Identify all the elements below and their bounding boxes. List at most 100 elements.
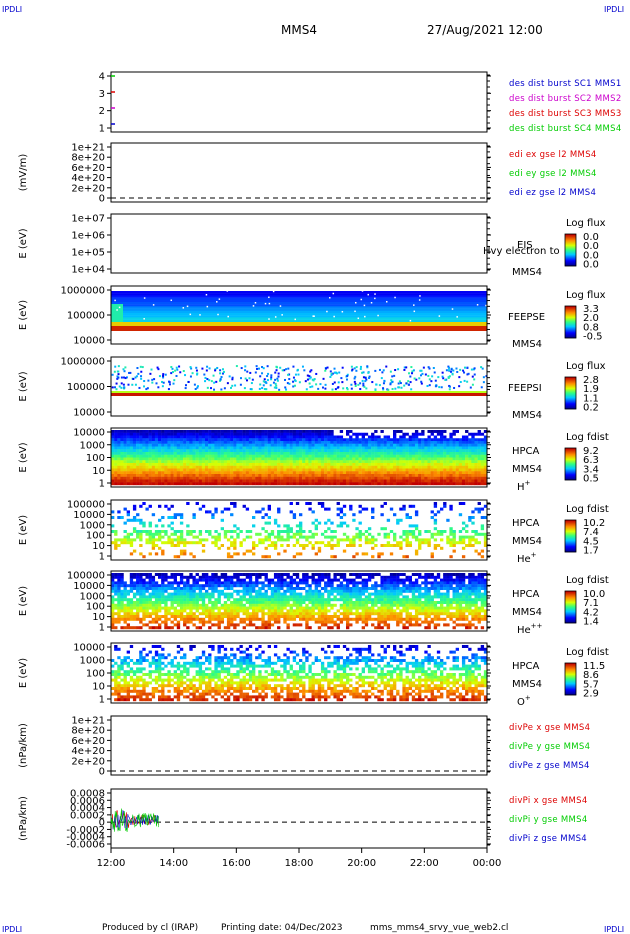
- spectrogram-pixel: [183, 592, 187, 596]
- spectrogram-gap: [363, 304, 366, 307]
- spectrogram-pixel: [273, 606, 278, 610]
- spectrogram-pixel: [161, 430, 165, 433]
- spectrogram-pixel: [314, 612, 318, 616]
- colorbar-segment: [565, 455, 576, 457]
- spectrogram-pixel: [463, 379, 466, 382]
- spectrogram-pixel: [458, 460, 463, 464]
- spectrogram-pixel: [418, 438, 422, 442]
- spectrogram-gap: [268, 318, 270, 320]
- spectrogram-pixel: [164, 460, 168, 464]
- spectrogram-pixel: [245, 589, 250, 593]
- spectrogram-pixel: [280, 575, 284, 579]
- spectrogram-pixel: [248, 463, 253, 466]
- spectrogram-pixel: [279, 366, 282, 369]
- spectrogram-pixel: [289, 575, 293, 579]
- panel-frame: [110, 142, 488, 203]
- spectrogram-pixel: [418, 463, 422, 466]
- spectrogram-pixel: [123, 474, 127, 477]
- spectrogram-pixel: [173, 474, 177, 477]
- spectrogram-pixel: [355, 452, 359, 455]
- spacecraft-label: MMS4: [512, 464, 542, 475]
- instrument-label: EIS: [517, 240, 533, 251]
- spectrogram-pixel: [317, 468, 322, 472]
- spectrogram-pixel: [339, 446, 344, 450]
- spectrogram-pixel: [117, 573, 121, 576]
- spectrogram-pixel: [367, 435, 372, 439]
- spectrogram-pixel: [374, 538, 378, 542]
- spectrogram-pixel: [377, 457, 381, 461]
- spectrogram-pixel: [117, 457, 121, 461]
- spectrogram-pixel: [201, 454, 206, 458]
- spectrogram-pixel: [117, 373, 120, 376]
- spectrogram-pixel: [143, 385, 146, 388]
- spectrogram-pixel: [252, 446, 256, 450]
- spectrogram-pixel: [433, 443, 438, 447]
- spectrogram-pixel: [280, 482, 284, 486]
- y-tick-label: 1e+06: [71, 231, 105, 242]
- spectrogram-pixel: [411, 432, 416, 436]
- spectrogram-pixel: [173, 595, 177, 599]
- spectrogram-pixel: [433, 438, 438, 442]
- spectrogram-pixel: [245, 443, 250, 447]
- spectrogram-pixel: [286, 532, 290, 536]
- spectrogram-pixel: [189, 476, 193, 480]
- spectrogram-pixel: [374, 446, 378, 450]
- spectrogram-pixel: [226, 465, 231, 469]
- spectrogram-pixel: [311, 592, 315, 596]
- spectrogram-pixel: [270, 612, 275, 616]
- spectrogram-pixel: [132, 615, 137, 618]
- spectrogram-pixel: [123, 435, 127, 439]
- spectrogram-pixel: [264, 513, 268, 517]
- spectrogram-pixel: [205, 465, 209, 469]
- spectrogram-pixel: [151, 603, 156, 607]
- spectrogram-gap: [360, 298, 363, 301]
- spectrogram-pixel: [233, 612, 237, 616]
- spectrogram-pixel: [116, 377, 119, 380]
- spectrogram-pixel: [276, 377, 279, 380]
- spectrogram-pixel: [355, 532, 359, 536]
- spectrogram-pixel: [289, 535, 293, 539]
- spectrogram-pixel: [408, 530, 412, 533]
- spectrogram-pixel: [242, 578, 246, 582]
- spectrogram-pixel: [308, 617, 312, 621]
- spectrogram-pixel: [377, 482, 381, 486]
- spectrogram-pixel: [314, 598, 318, 602]
- spectrogram-pixel: [129, 617, 134, 621]
- spectrogram-pixel: [255, 592, 259, 596]
- spectrogram-pixel: [308, 452, 312, 455]
- y-axis-label: E (eV): [18, 442, 29, 472]
- spectrogram-pixel: [273, 546, 278, 550]
- spectrogram-pixel: [313, 378, 316, 381]
- spectrogram-pixel: [289, 454, 293, 458]
- spectrogram-pixel: [389, 474, 394, 477]
- spectrogram-pixel: [161, 457, 165, 461]
- spectrogram-pixel: [277, 460, 281, 464]
- spectrogram-pixel: [449, 544, 453, 547]
- spectrogram-pixel: [233, 606, 237, 610]
- spectrogram-pixel: [458, 468, 463, 472]
- spectrogram-pixel: [383, 443, 387, 447]
- spectrogram-pixel: [443, 457, 447, 461]
- spectrogram-pixel: [446, 518, 450, 522]
- spectrogram-pixel: [183, 471, 187, 475]
- spectrogram-pixel: [411, 372, 414, 375]
- spectrogram-pixel: [173, 612, 177, 616]
- spectrogram-pixel: [311, 385, 314, 388]
- spectrogram-pixel: [186, 449, 190, 453]
- spectrogram-pixel: [411, 524, 416, 528]
- spectrogram-pixel: [236, 615, 240, 618]
- spectrogram-pixel: [167, 476, 171, 480]
- spectrogram-pixel: [358, 530, 362, 533]
- spectrogram-pixel: [270, 465, 275, 469]
- spectrogram-pixel: [270, 623, 275, 627]
- spectrogram-pixel: [444, 378, 447, 381]
- spectrogram-pixel: [217, 465, 221, 469]
- spectrogram-pixel: [236, 527, 240, 531]
- spectrogram-pixel: [358, 479, 362, 483]
- spectrogram-pixel: [393, 374, 396, 377]
- spectrogram-pixel: [129, 443, 134, 447]
- spectrogram-pixel: [220, 454, 224, 458]
- spectrogram-pixel: [458, 482, 463, 486]
- spectrogram-pixel: [270, 598, 275, 602]
- spectrogram-pixel: [349, 541, 353, 545]
